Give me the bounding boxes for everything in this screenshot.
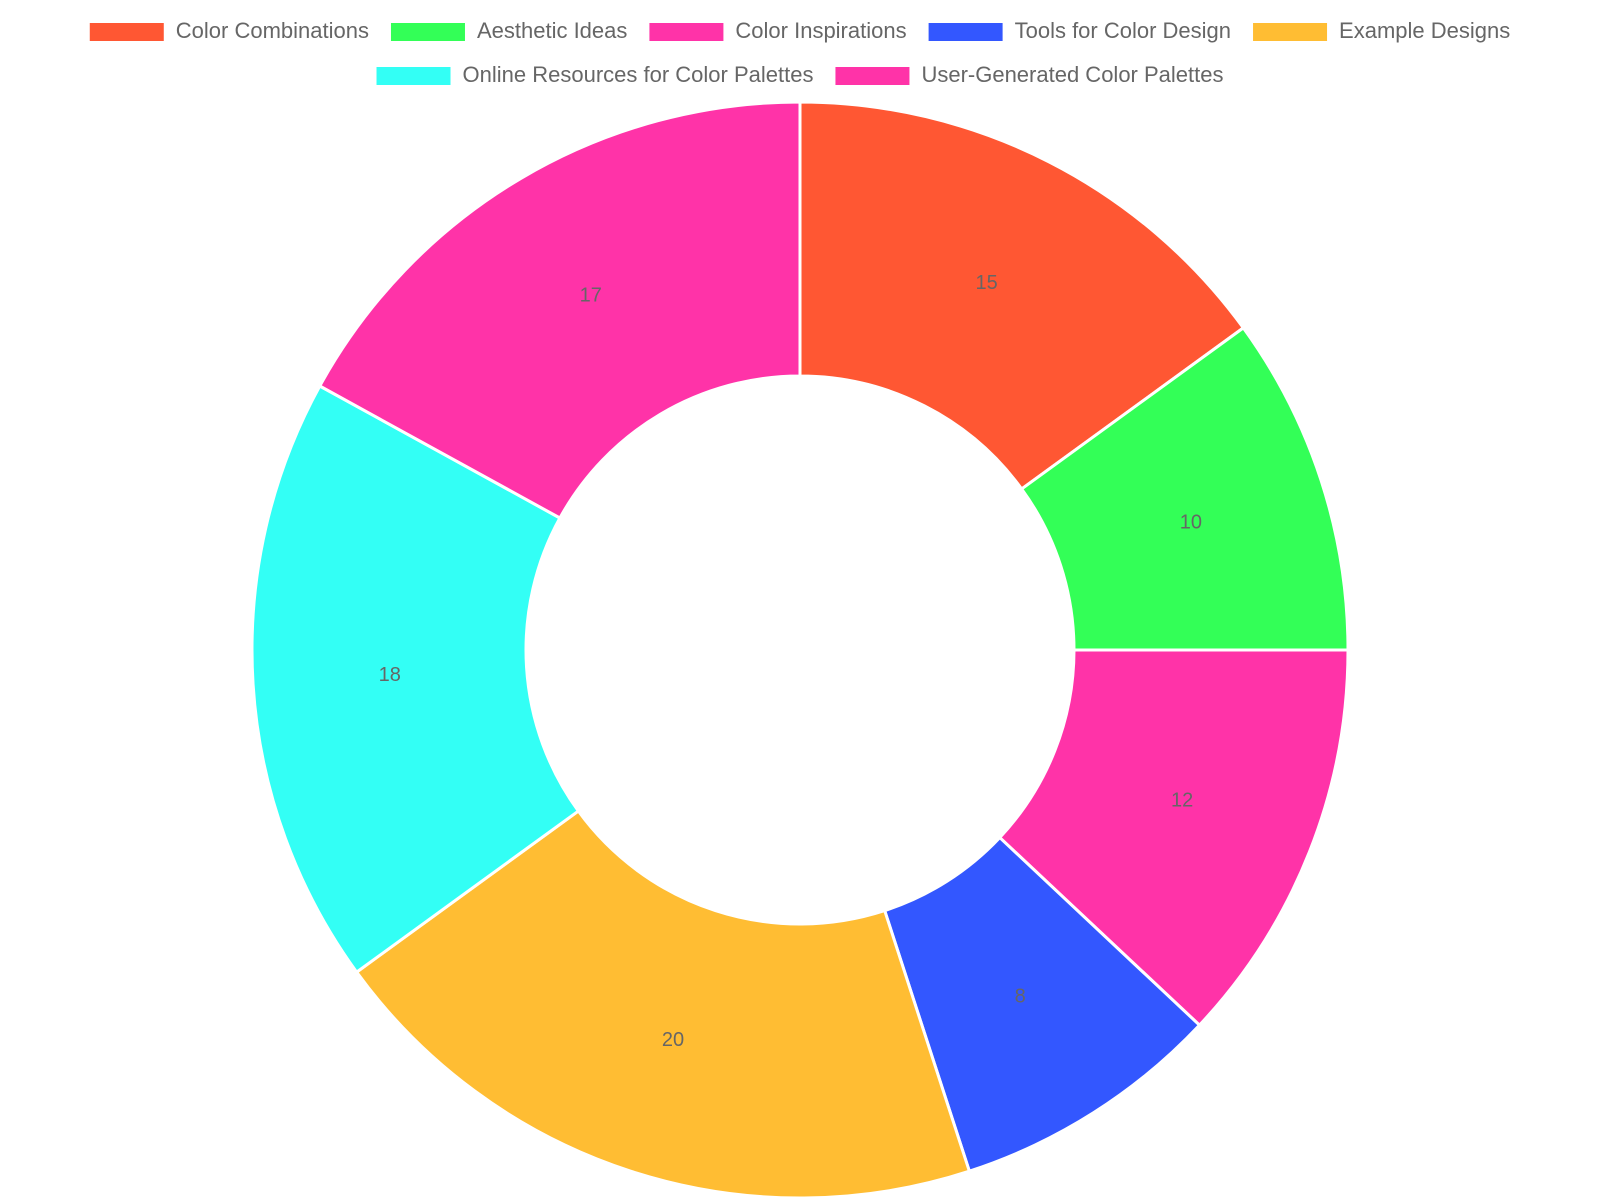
legend-item[interactable]: Color Combinations xyxy=(89,18,369,43)
data-label: 10 xyxy=(1180,511,1202,533)
slice xyxy=(997,648,1350,1028)
legend-label: Example Designs xyxy=(1339,18,1510,43)
data-label: 20 xyxy=(662,1029,684,1051)
data-label: 15 xyxy=(975,272,997,294)
legend-item[interactable]: Tools for Color Design xyxy=(928,18,1231,43)
legend-label: Online Resources for Color Palettes xyxy=(463,62,814,87)
legend-label: Aesthetic Ideas xyxy=(477,18,627,43)
legend-swatch xyxy=(1253,23,1328,41)
legend-swatch xyxy=(390,23,465,41)
legend-item[interactable]: Color Inspirations xyxy=(649,18,907,43)
legend-item[interactable]: User-Generated Color Palettes xyxy=(835,62,1223,87)
data-label: 8 xyxy=(1015,985,1026,1007)
legend: Color Combinations Aesthetic Ideas Color I… xyxy=(89,18,1510,87)
slice xyxy=(250,383,581,975)
slice xyxy=(1019,325,1350,652)
legend-label: Color Inspirations xyxy=(735,18,906,43)
data-label: 12 xyxy=(1171,790,1193,812)
legend-label: Color Combinations xyxy=(176,18,369,43)
legend-item[interactable]: Online Resources for Color Palettes xyxy=(376,62,814,87)
data-label: 18 xyxy=(379,664,401,686)
legend-label: Tools for Color Design xyxy=(1015,18,1231,43)
slice xyxy=(317,100,802,521)
legend-swatch xyxy=(928,23,1003,41)
slice xyxy=(798,100,1246,492)
legend-swatch xyxy=(649,23,724,41)
legend-swatch xyxy=(835,67,910,85)
data-label: 17 xyxy=(580,285,602,307)
legend-swatch xyxy=(376,67,451,85)
legend-item[interactable]: Aesthetic Ideas xyxy=(390,18,627,43)
slice xyxy=(354,808,972,1200)
slice xyxy=(882,835,1202,1174)
legend-swatch xyxy=(89,23,164,41)
legend-item[interactable]: Example Designs xyxy=(1253,18,1510,43)
legend-label: User-Generated Color Palettes xyxy=(921,62,1223,87)
